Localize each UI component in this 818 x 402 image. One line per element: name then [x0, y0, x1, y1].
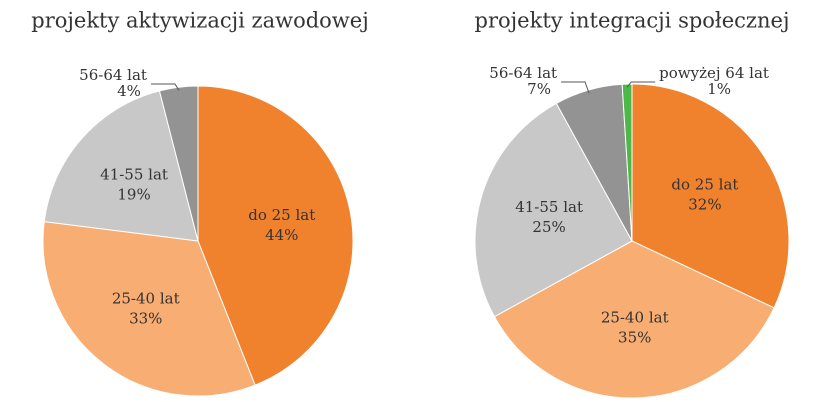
slice-value: 7% — [527, 80, 551, 98]
pie-slice — [43, 90, 199, 242]
pie-slice — [42, 221, 256, 397]
slice-label: 41-55 lat — [100, 166, 168, 184]
pie-slice — [197, 85, 354, 386]
slice-label: 25-40 lat — [601, 308, 669, 326]
chart-title: projekty integracji społecznej — [475, 9, 790, 33]
pie-slice — [158, 85, 199, 242]
slice-value: 44% — [265, 226, 298, 244]
slice-label: 41-55 lat — [515, 198, 583, 216]
slice-label: do 25 lat — [671, 176, 738, 194]
slice-value: 33% — [129, 309, 162, 327]
slice-label: 25-40 lat — [112, 289, 180, 307]
slice-label: do 25 lat — [248, 206, 315, 224]
slice-value: 35% — [618, 328, 651, 346]
slice-label: powyżej 64 lat — [659, 64, 769, 82]
slice-value: 32% — [688, 196, 721, 214]
slice-label: 56-64 lat — [489, 64, 557, 82]
slice-value: 4% — [117, 82, 141, 100]
pie-slice — [631, 83, 790, 309]
pie-slice — [621, 83, 633, 242]
leader-line — [150, 83, 180, 91]
slice-value: 19% — [117, 186, 150, 204]
chart-title: projekty aktywizacji zawodowej — [31, 9, 368, 33]
pie-slice — [493, 240, 775, 399]
leader-line — [561, 81, 590, 94]
slice-value: 25% — [532, 218, 565, 236]
slice-value: 1% — [707, 80, 731, 98]
pie-slice — [474, 102, 633, 318]
slice-label: 56-64 lat — [79, 66, 147, 84]
leader-line — [626, 81, 656, 88]
